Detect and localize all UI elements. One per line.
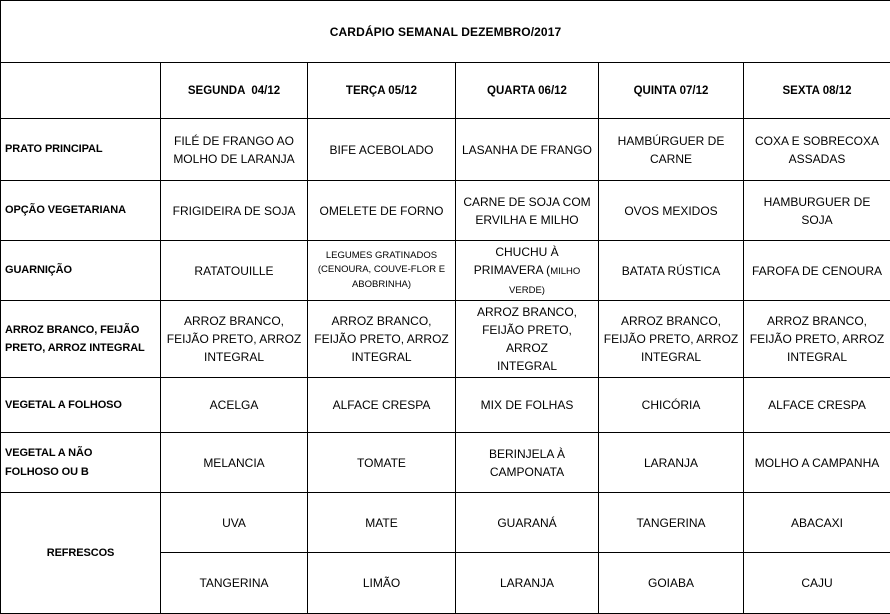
menu-cell: ACELGA xyxy=(161,378,308,433)
row-vegetal-folhoso: VEGETAL A FOLHOSO ACELGA ALFACE CRESPA M… xyxy=(1,378,890,433)
menu-cell: TOMATE xyxy=(308,433,456,493)
menu-cell: GUARANÁ xyxy=(456,493,599,553)
menu-cell: HAMBÚRGUER DE CARNE xyxy=(599,119,744,181)
corner-cell xyxy=(1,63,161,119)
menu-cell: ARROZ BRANCO, FEIJÃO PRETO, ARROZ INTEGR… xyxy=(599,301,744,378)
menu-cell: UVA xyxy=(161,493,308,553)
menu-cell: CHUCHU À PRIMAVERA (MILHO VERDE) xyxy=(456,241,599,301)
menu-cell: BIFE ACEBOLADO xyxy=(308,119,456,181)
menu-cell: COXA E SOBRECOXA ASSADAS xyxy=(744,119,890,181)
menu-cell: GOIABA xyxy=(599,553,744,614)
menu-cell: TANGERINA xyxy=(161,553,308,614)
row-opcao-vegetariana: OPÇÃO VEGETARIANA FRIGIDEIRA DE SOJA OME… xyxy=(1,181,890,241)
menu-cell: LASANHA DE FRANGO xyxy=(456,119,599,181)
menu-cell: LIMÃO xyxy=(308,553,456,614)
row-arroz-feijao: ARROZ BRANCO, FEIJÃO PRETO, ARROZ INTEGR… xyxy=(1,301,890,378)
menu-cell: ALFACE CRESPA xyxy=(744,378,890,433)
menu-cell: FILÉ DE FRANGO AO MOLHO DE LARANJA xyxy=(161,119,308,181)
menu-cell: RATATOUILLE xyxy=(161,241,308,301)
row-label: REFRESCOS xyxy=(1,493,161,614)
menu-cell: LARANJA xyxy=(456,553,599,614)
menu-cell: ALFACE CRESPA xyxy=(308,378,456,433)
menu-cell: CHICÓRIA xyxy=(599,378,744,433)
menu-cell: LARANJA xyxy=(599,433,744,493)
menu-cell: ARROZ BRANCO, FEIJÃO PRETO, ARROZ INTEGR… xyxy=(308,301,456,378)
row-label: PRATO PRINCIPAL xyxy=(1,119,161,181)
menu-cell: CARNE DE SOJA COM ERVILHA E MILHO xyxy=(456,181,599,241)
page-title: CARDÁPIO SEMANAL DEZEMBRO/2017 xyxy=(1,1,890,63)
menu-cell: TANGERINA xyxy=(599,493,744,553)
menu-cell: BATATA RÚSTICA xyxy=(599,241,744,301)
menu-cell: ABACAXI xyxy=(744,493,890,553)
menu-cell: BERINJELA À CAMPONATA xyxy=(456,433,599,493)
menu-cell: FRIGIDEIRA DE SOJA xyxy=(161,181,308,241)
row-prato-principal: PRATO PRINCIPAL FILÉ DE FRANGO AO MOLHO … xyxy=(1,119,890,181)
row-label: GUARNIÇÃO xyxy=(1,241,161,301)
menu-cell: MELANCIA xyxy=(161,433,308,493)
header-row: SEGUNDA 04/12 TERÇA 05/12 QUARTA 06/12 Q… xyxy=(1,63,890,119)
row-label: ARROZ BRANCO, FEIJÃO PRETO, ARROZ INTEGR… xyxy=(1,301,161,378)
row-label: VEGETAL A FOLHOSO xyxy=(1,378,161,433)
menu-cell: MATE xyxy=(308,493,456,553)
menu-cell-main-text: CHUCHU À PRIMAVERA ( xyxy=(474,245,559,277)
menu-cell: MIX DE FOLHAS xyxy=(456,378,599,433)
row-label: VEGETAL A NÃO FOLHOSO OU B xyxy=(1,433,161,493)
day-header-terca: TERÇA 05/12 xyxy=(308,63,456,119)
menu-cell: ARROZ BRANCO, FEIJÃO PRETO, ARROZ INTEGR… xyxy=(161,301,308,378)
menu-cell: OMELETE DE FORNO xyxy=(308,181,456,241)
row-guarnicao: GUARNIÇÃO RATATOUILLE LEGUMES GRATINADOS… xyxy=(1,241,890,301)
menu-cell: ARROZ BRANCO, FEIJÃO PRETO, ARROZ INTEGR… xyxy=(456,301,599,378)
day-header-quinta: QUINTA 07/12 xyxy=(599,63,744,119)
day-header-segunda: SEGUNDA 04/12 xyxy=(161,63,308,119)
menu-cell: CAJU xyxy=(744,553,890,614)
day-header-quarta: QUARTA 06/12 xyxy=(456,63,599,119)
menu-cell: HAMBURGUER DE SOJA xyxy=(744,181,890,241)
menu-cell: OVOS MEXIDOS xyxy=(599,181,744,241)
title-row: CARDÁPIO SEMANAL DEZEMBRO/2017 xyxy=(1,1,890,63)
menu-cell: FAROFA DE CENOURA xyxy=(744,241,890,301)
menu-cell: MOLHO A CAMPANHA xyxy=(744,433,890,493)
menu-cell: LEGUMES GRATINADOS (CENOURA, COUVE-FLOR … xyxy=(308,241,456,301)
row-vegetal-nao-folhoso: VEGETAL A NÃO FOLHOSO OU B MELANCIA TOMA… xyxy=(1,433,890,493)
row-refrescos-1: REFRESCOS UVA MATE GUARANÁ TANGERINA ABA… xyxy=(1,493,890,553)
menu-cell: ARROZ BRANCO, FEIJÃO PRETO, ARROZ INTEGR… xyxy=(744,301,890,378)
row-label: OPÇÃO VEGETARIANA xyxy=(1,181,161,241)
day-header-sexta: SEXTA 08/12 xyxy=(744,63,890,119)
